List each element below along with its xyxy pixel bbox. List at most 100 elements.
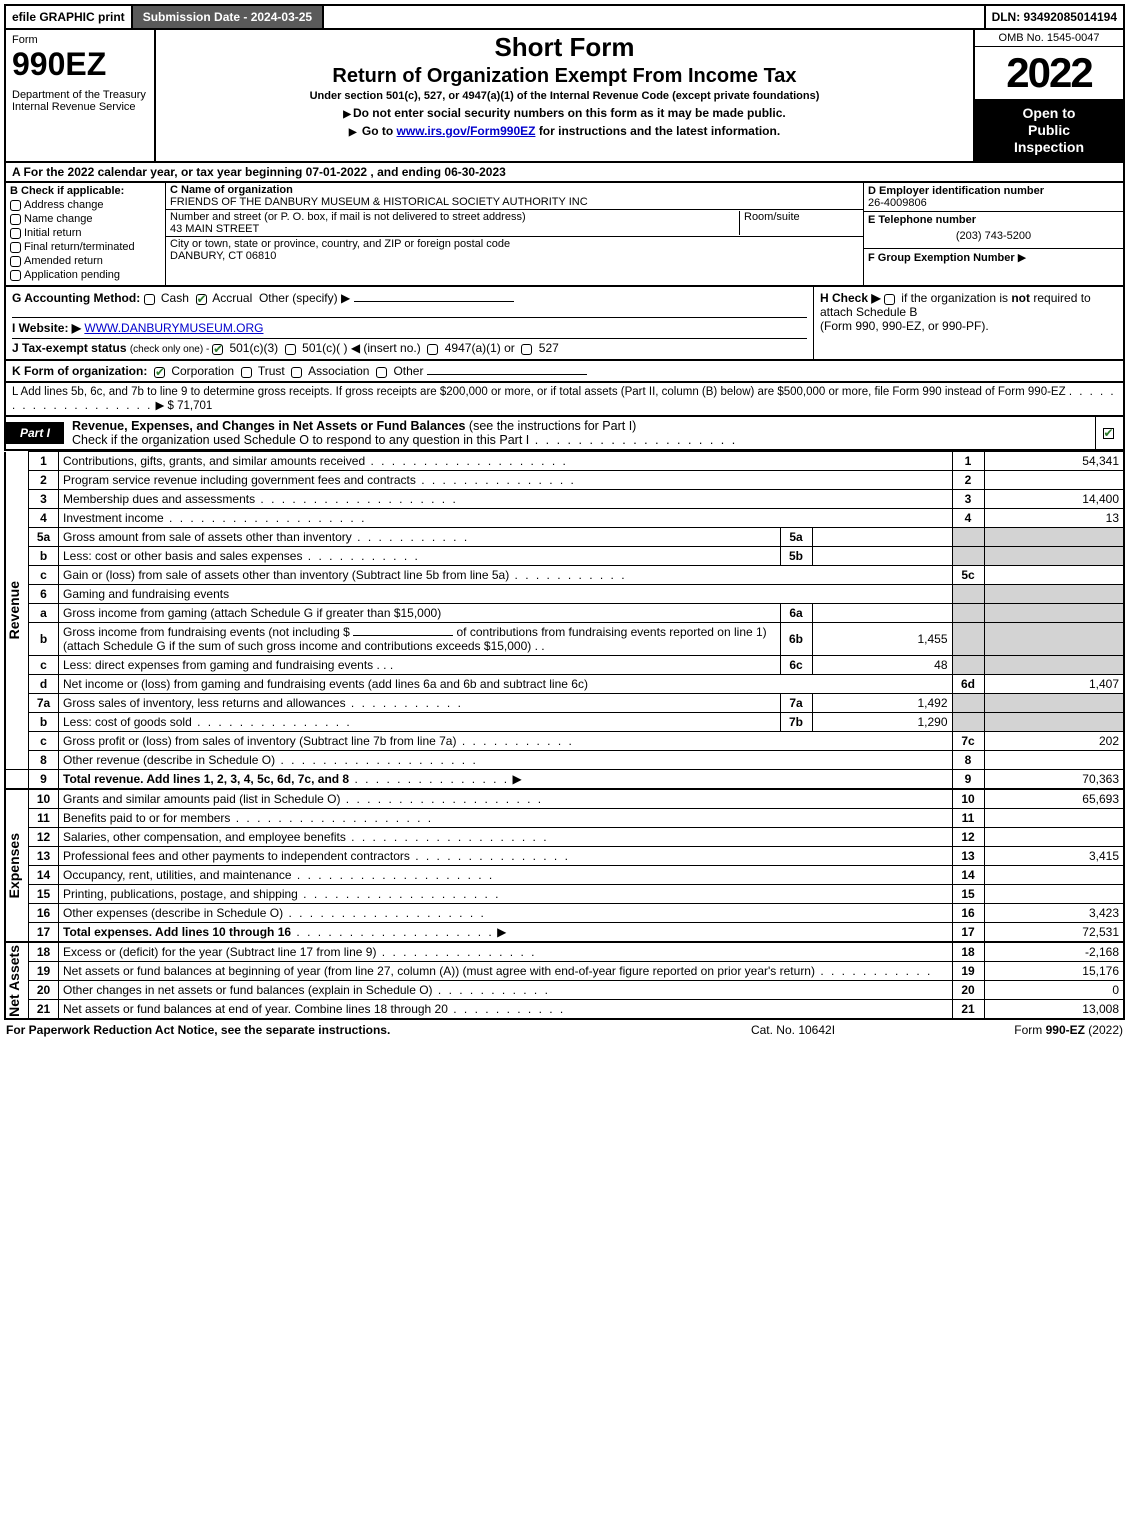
chk-accrual[interactable] (196, 294, 207, 305)
h-not: not (1011, 291, 1030, 305)
side-netassets: Net Assets (6, 945, 28, 1017)
row-18: Net Assets 18 Excess or (deficit) for th… (5, 942, 1124, 962)
c-name-lbl: C Name of organization (170, 184, 293, 196)
irs-link[interactable]: www.irs.gov/Form990EZ (397, 124, 536, 138)
omb-number: OMB No. 1545-0047 (975, 30, 1123, 47)
chk-501c[interactable] (285, 344, 296, 355)
part-i-check-text: Check if the organization used Schedule … (72, 433, 529, 447)
chk-corp[interactable] (154, 367, 165, 378)
c-name-block: C Name of organization FRIENDS OF THE DA… (166, 183, 863, 210)
row-10: Expenses 10 Grants and similar amounts p… (5, 789, 1124, 809)
g-other: Other (specify) (259, 291, 338, 305)
header-left: Form 990EZ Department of the Treasury In… (6, 30, 156, 161)
footer-left: For Paperwork Reduction Act Notice, see … (6, 1023, 663, 1037)
website-link[interactable]: WWW.DANBURYMUSEUM.ORG (84, 321, 263, 335)
irs-label: Internal Revenue Service (12, 101, 148, 113)
d-ein-lbl: D Employer identification number (868, 185, 1044, 197)
a-pre: A For the 2022 calendar year, or tax yea… (12, 165, 306, 179)
f-group-block: F Group Exemption Number ▶ (864, 249, 1123, 266)
a-begin: 07-01-2022 (306, 165, 367, 179)
row-4: 4 Investment income 4 13 (5, 509, 1124, 528)
col-b: B Check if applicable: Address change Na… (6, 183, 166, 285)
row-19: 19 Net assets or fund balances at beginn… (5, 962, 1124, 981)
h-text3: (Form 990, 990-EZ, or 990-PF). (820, 319, 989, 333)
side-expenses: Expenses (6, 833, 28, 898)
row-6a: a Gross income from gaming (attach Sched… (5, 604, 1124, 623)
short-form-title: Short Form (164, 32, 965, 63)
f-group-lbl: F Group Exemption Number (868, 252, 1015, 264)
row-5b: b Less: cost or other basis and sales ex… (5, 547, 1124, 566)
org-name: FRIENDS OF THE DANBURY MUSEUM & HISTORIC… (170, 196, 588, 208)
part-i-checkbox[interactable] (1095, 417, 1123, 449)
room-suite: Room/suite (739, 211, 859, 235)
row-16: 16 Other expenses (describe in Schedule … (5, 904, 1124, 923)
chk-527[interactable] (521, 344, 532, 355)
chk-name-change[interactable]: Name change (10, 213, 161, 225)
row-6d: d Net income or (loss) from gaming and f… (5, 675, 1124, 694)
h-pre: H Check ▶ (820, 291, 881, 305)
c-city-block: City or town, state or province, country… (166, 237, 863, 263)
header-right: OMB No. 1545-0047 2022 Open to Public In… (973, 30, 1123, 161)
c-street-lbl: Number and street (or P. O. box, if mail… (170, 211, 526, 223)
footer-right: Form 990-EZ (2022) (923, 1023, 1123, 1037)
row-20: 20 Other changes in net assets or fund b… (5, 981, 1124, 1000)
row-6c: c Less: direct expenses from gaming and … (5, 656, 1124, 675)
chk-assoc[interactable] (291, 367, 302, 378)
chk-501c3[interactable] (212, 344, 223, 355)
chk-other-org[interactable] (376, 367, 387, 378)
h-text1: if the organization is (901, 291, 1011, 305)
l-amount: $ 71,701 (168, 400, 213, 412)
ein: 26-4009806 (868, 197, 927, 209)
tax-year: 2022 (975, 47, 1123, 99)
chk-application-pending[interactable]: Application pending (10, 269, 161, 281)
row-17: 17 Total expenses. Add lines 10 through … (5, 923, 1124, 943)
row-1: Revenue 1 Contributions, gifts, grants, … (5, 452, 1124, 471)
row-6b: b Gross income from fundraising events (… (5, 623, 1124, 656)
j-label: J Tax-exempt status (12, 341, 130, 355)
chk-trust[interactable] (241, 367, 252, 378)
row-21: 21 Net assets or fund balances at end of… (5, 1000, 1124, 1020)
footer: For Paperwork Reduction Act Notice, see … (4, 1020, 1125, 1040)
row-8: 8 Other revenue (describe in Schedule O)… (5, 751, 1124, 770)
row-9: 9 Total revenue. Add lines 1, 2, 3, 4, 5… (5, 770, 1124, 790)
g-label: G Accounting Method: (12, 291, 140, 305)
chk-h[interactable] (884, 294, 895, 305)
row-3: 3 Membership dues and assessments 3 14,4… (5, 490, 1124, 509)
footer-catno: Cat. No. 10642I (663, 1023, 923, 1037)
chk-cash[interactable] (144, 294, 155, 305)
form-number: 990EZ (12, 46, 148, 83)
open1: Open to (977, 105, 1121, 122)
submission-date: Submission Date - 2024-03-25 (133, 6, 322, 28)
chk-address-change[interactable]: Address change (10, 199, 161, 211)
a-end: 06-30-2023 (444, 165, 505, 179)
chk-final-return[interactable]: Final return/terminated (10, 241, 161, 253)
row-14: 14 Occupancy, rent, utilities, and maint… (5, 866, 1124, 885)
form-label: Form (12, 34, 148, 46)
row-7a: 7a Gross sales of inventory, less return… (5, 694, 1124, 713)
d-ein-block: D Employer identification number 26-4009… (864, 183, 1123, 212)
open2: Public (977, 122, 1121, 139)
chk-4947[interactable] (427, 344, 438, 355)
dept-treasury: Department of the Treasury (12, 89, 148, 101)
k-row: K Form of organization: Corporation Trus… (4, 361, 1125, 383)
i-label: I Website: ▶ (12, 321, 81, 335)
c-city-lbl: City or town, state or province, country… (170, 238, 510, 250)
row-6: 6 Gaming and fundraising events (5, 585, 1124, 604)
phone: (203) 743-5200 (868, 226, 1119, 246)
chk-amended-return[interactable]: Amended return (10, 255, 161, 267)
instr2-post: for instructions and the latest informat… (539, 124, 780, 138)
row-12: 12 Salaries, other compensation, and emp… (5, 828, 1124, 847)
row-5a: 5a Gross amount from sale of assets othe… (5, 528, 1124, 547)
row-13: 13 Professional fees and other payments … (5, 847, 1124, 866)
e-phone-block: E Telephone number (203) 743-5200 (864, 212, 1123, 249)
j-note: (check only one) - (130, 344, 212, 355)
chk-initial-return[interactable]: Initial return (10, 227, 161, 239)
header-center: Short Form Return of Organization Exempt… (156, 30, 973, 161)
h-block: H Check ▶ if the organization is not req… (813, 287, 1123, 359)
row-7c: c Gross profit or (loss) from sales of i… (5, 732, 1124, 751)
dln: DLN: 93492085014194 (986, 6, 1123, 28)
subtitle: Under section 501(c), 527, or 4947(a)(1)… (164, 90, 965, 102)
e-phone-lbl: E Telephone number (868, 214, 976, 226)
row-7b: b Less: cost of goods sold 7b 1,290 (5, 713, 1124, 732)
open-public-inspection: Open to Public Inspection (975, 99, 1123, 161)
